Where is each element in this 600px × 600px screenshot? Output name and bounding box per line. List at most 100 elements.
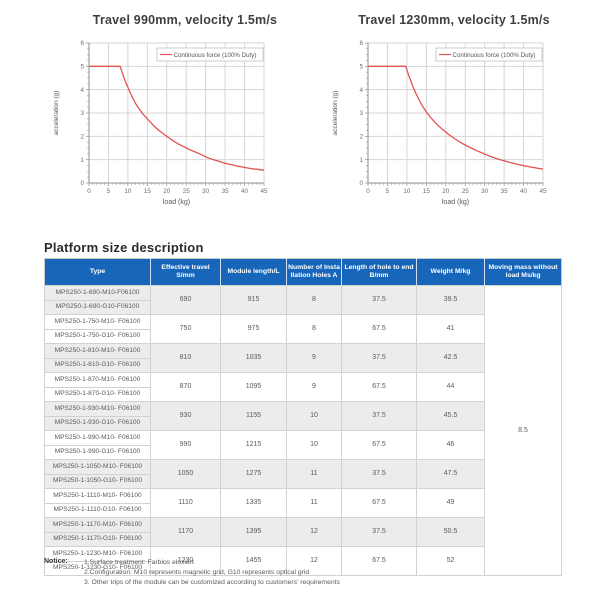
legend-label: Continuous force (100% Duty) (453, 52, 536, 59)
table-cell: 41 (416, 314, 485, 344)
x-tick-label: 30 (202, 188, 210, 195)
table: Type Effective travel S/mm Module length/L… (44, 258, 562, 576)
page-title: Platform size description (44, 240, 204, 255)
table-cell: MPS250-1-870-M10- F06100 (44, 372, 151, 388)
x-tick-label: 5 (107, 188, 111, 195)
table-cell: 12 (286, 517, 342, 547)
table-cell: 8.5 (484, 285, 562, 576)
table-cell: MPS250-1-1050-G10- F06100 (44, 473, 151, 489)
column-header: Number of Insta llation Holes A (286, 258, 342, 286)
column-header: Effective travel S/mm (150, 258, 221, 286)
legend-box (435, 47, 543, 62)
table-cell: MPS250-1-870-G10- F06100 (44, 386, 151, 402)
table-cell: 9 (286, 343, 342, 373)
x-tick-label: 45 (260, 188, 268, 195)
x-axis-label: load (kg) (442, 199, 469, 206)
x-tick-label: 20 (442, 188, 450, 195)
table-cell: 37.5 (341, 343, 417, 373)
table-cell: 52 (416, 546, 485, 576)
column-header: Weight M/kg (416, 258, 485, 286)
notice-items: 1.Surface treatment: Farblos eloxiert 2.… (84, 558, 340, 588)
x-tick-label: 25 (462, 188, 470, 195)
y-tick-label: 4 (359, 87, 363, 94)
notice-item: 1.Surface treatment: Farblos eloxiert (84, 559, 194, 566)
table-row: MPS250-1-690-M10-F06100 690 915 8 37.5 39.5 8.… (44, 285, 562, 576)
table-row: MPS250-1-750-M10- F06100 750 975 8 67.5 41 (44, 314, 562, 344)
table-cell: 1170 (150, 517, 221, 547)
table-cell: MPS250-1-690-M10-F06100 (44, 285, 151, 301)
x-tick-label: 30 (481, 188, 489, 195)
table-cell: 1455 (220, 546, 287, 576)
y-axis-label: acceleration (g) (53, 91, 60, 136)
y-tick-label: 2 (80, 134, 84, 141)
table-cell: 37.5 (341, 459, 417, 489)
table-cell: 1335 (220, 488, 287, 518)
table-cell: 750 (150, 314, 221, 344)
grid (367, 42, 544, 184)
table-cell: 690 (150, 285, 221, 315)
table-cell: 42.5 (416, 343, 485, 373)
table-row: MPS250-1-1170-M10- F06100 1170 1395 12 37.5 5… (44, 517, 562, 547)
table-cell: 1275 (220, 459, 287, 489)
table-cell: 1395 (220, 517, 287, 547)
table-row: MPS250-1-930-G10- F06100 (44, 415, 562, 431)
x-tick-label: 40 (520, 188, 528, 195)
table-cell: MPS250-1-810-M10- F06100 (44, 343, 151, 359)
table-cell: 49 (416, 488, 485, 518)
table-cell: 46 (416, 430, 485, 460)
table-row: MPS250-1-810-G10- F06100 (44, 357, 562, 373)
table-row: MPS250-1-990-G10- F06100 (44, 444, 562, 460)
table-cell: MPS250-1-1050-M10- F06100 (44, 459, 151, 475)
x-tick-label: 15 (423, 188, 431, 195)
column-header: Moving mass without load Ms/kg (484, 258, 562, 286)
table-cell: 10 (286, 401, 342, 431)
table-cell: MPS250-1-930-G10- F06100 (44, 415, 151, 431)
chart-990-title: Travel 990mm, velocity 1.5m/s (92, 13, 278, 27)
table-cell: 12 (286, 546, 342, 576)
table-cell: 37.5 (341, 401, 417, 431)
platform-size-table: Type Effective travel S/mm Module length/L… (44, 258, 562, 576)
chart-1230-title: Travel 1230mm, velocity 1.5m/s (358, 13, 550, 27)
x-tick-label: 15 (144, 188, 152, 195)
x-tick-label: 35 (222, 188, 230, 195)
table-cell: 8 (286, 285, 342, 315)
table-cell: MPS250-1-990-M10- F06100 (44, 430, 151, 446)
table-cell: 1095 (220, 372, 287, 402)
table-cell: 67.5 (341, 488, 417, 518)
x-tick-label: 25 (183, 188, 191, 195)
x-axis-label: load (kg) (163, 199, 190, 206)
table-row: MPS250-1-990-M10- F06100 990 1215 10 67.5 46 (44, 430, 562, 460)
legend: Continuous force (100% Duty) (156, 47, 264, 62)
table-cell: MPS250-1-1110-M10- F06100 (44, 488, 151, 504)
ticks (86, 42, 265, 186)
x-tick-label: 10 (124, 188, 132, 195)
table-cell: 67.5 (341, 372, 417, 402)
table-row: MPS250-1-1110-G10- F06100 (44, 502, 562, 518)
table-row: MPS250-1-750-G10- F06100 (44, 328, 562, 344)
table-cell: 990 (150, 430, 221, 460)
legend-box (156, 47, 264, 62)
table-cell: 37.5 (341, 285, 417, 315)
table-cell: 810 (150, 343, 221, 373)
table-cell: 11 (286, 488, 342, 518)
table-row: MPS250-1-870-M10- F06100 870 1095 9 67.5 44 (44, 372, 562, 402)
table-cell: 67.5 (341, 546, 417, 576)
table-cell: 1035 (220, 343, 287, 373)
legend-label: Continuous force (100% Duty) (174, 52, 257, 59)
y-tick-label: 3 (359, 110, 363, 117)
table-cell: 47.5 (416, 459, 485, 489)
table-cell: 50.5 (416, 517, 485, 547)
table-cell: 1230 (150, 546, 221, 576)
table-cell: 10 (286, 430, 342, 460)
table-row: MPS250-1-930-M10- F06100 930 1155 10 37.5 45.… (44, 401, 562, 431)
x-tick-label: 0 (366, 188, 370, 195)
table-cell: 930 (150, 401, 221, 431)
series-line (89, 65, 265, 171)
column-header: Length of hole to end B/mm (341, 258, 417, 286)
y-axis-label: acceleration (g) (332, 91, 339, 136)
notice: Notice: 1.Surface treatment: Farblos elo… (44, 558, 340, 588)
table-cell: 915 (220, 285, 287, 315)
